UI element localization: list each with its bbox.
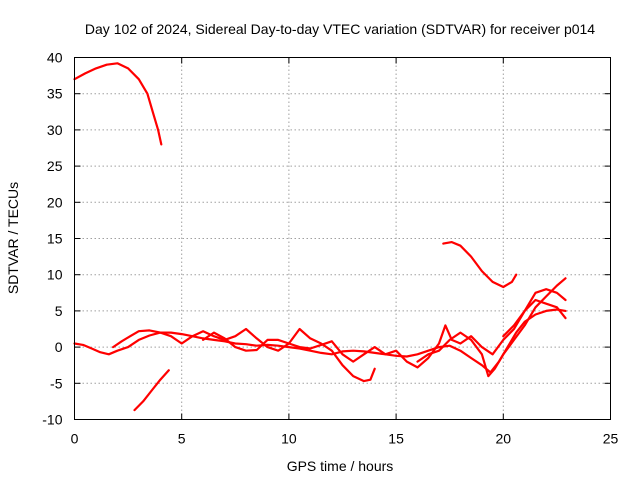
y-tick-label: -10 xyxy=(42,412,62,428)
x-axis-label: GPS time / hours xyxy=(287,458,394,474)
y-tick-label: 30 xyxy=(47,122,63,138)
y-tick-label: 35 xyxy=(47,86,63,102)
y-tick-label: 25 xyxy=(47,158,63,174)
x-tick-label: 25 xyxy=(603,431,619,447)
chart-title: Day 102 of 2024, Sidereal Day-to-day VTE… xyxy=(85,21,595,37)
y-tick-labels: -10 -5 0 5 10 15 20 25 30 35 40 xyxy=(42,50,62,428)
series-layer xyxy=(73,62,567,412)
y-tick-label: 10 xyxy=(47,267,63,283)
series-arc-7 xyxy=(416,277,567,378)
series-arc-8 xyxy=(502,298,567,338)
series-arc-1 xyxy=(73,62,163,146)
grid xyxy=(74,57,611,420)
series-arc-3 xyxy=(442,241,518,289)
x-tick-label: 20 xyxy=(496,431,512,447)
x-tick-label: 15 xyxy=(388,431,404,447)
x-tick-label: 5 xyxy=(178,431,186,447)
y-tick-label: 40 xyxy=(47,50,63,66)
y-tick-label: -5 xyxy=(50,375,63,391)
y-tick-label: 20 xyxy=(47,194,63,210)
y-tick-label: 5 xyxy=(55,303,63,319)
series-arc-5 xyxy=(111,327,376,383)
x-tick-labels: 0 5 10 15 20 25 xyxy=(71,431,619,447)
series-arc-4 xyxy=(73,308,567,374)
x-tick-label: 0 xyxy=(71,431,79,447)
y-axis-label: SDTVAR / TECUs xyxy=(5,182,21,294)
series-arc-6 xyxy=(202,288,567,369)
ticks xyxy=(74,57,611,420)
x-tick-label: 10 xyxy=(281,431,297,447)
y-tick-label: 15 xyxy=(47,231,63,247)
y-tick-label: 0 xyxy=(55,339,63,355)
series-arc-2 xyxy=(133,369,170,412)
